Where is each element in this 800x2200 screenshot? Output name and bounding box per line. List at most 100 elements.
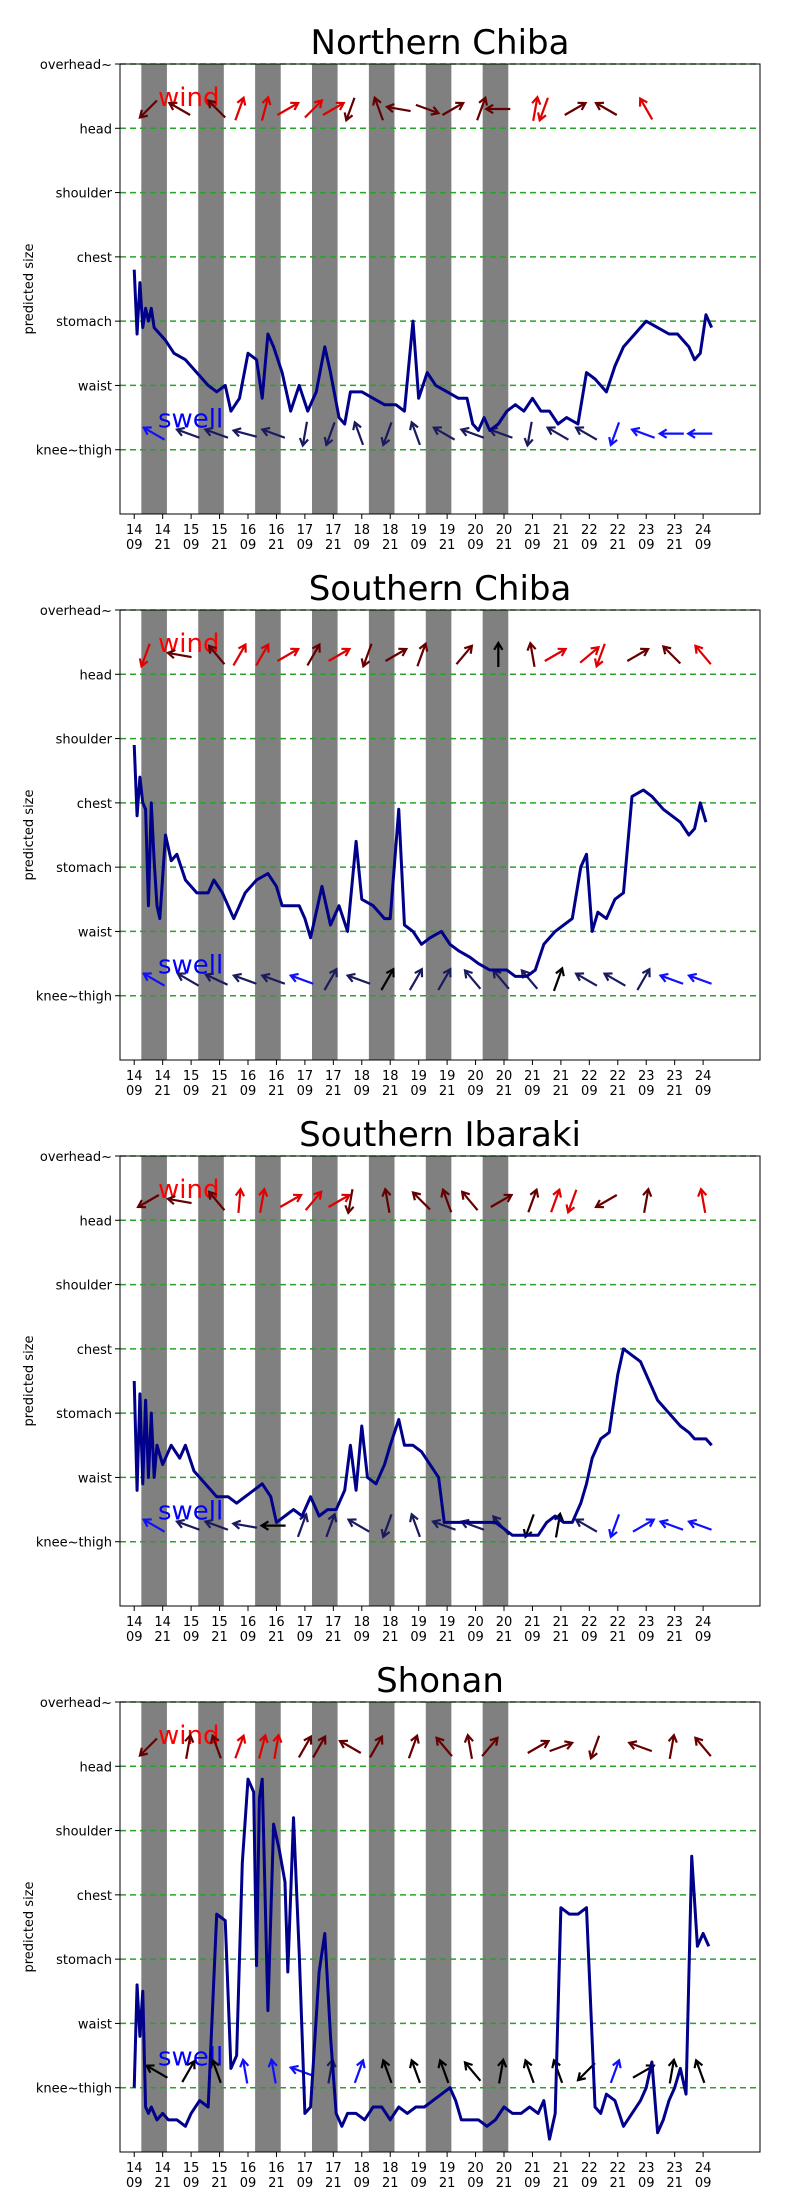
- x-tick-day: 20: [496, 523, 513, 538]
- x-tick-day: 18: [382, 1069, 399, 1084]
- x-tick-hour: 21: [610, 1084, 627, 1096]
- wind-arrow-shaft: [255, 644, 270, 666]
- x-tick-hour: 21: [666, 1630, 683, 1642]
- swell-arrow: [608, 421, 621, 447]
- swell-arrow: [346, 1518, 370, 1533]
- wind-arrow: [276, 647, 301, 662]
- swell-arrow-shaft: [323, 968, 338, 991]
- swell-arrow-head: [176, 972, 186, 982]
- night-band: [198, 610, 224, 1060]
- wind-arrow-head: [165, 648, 176, 660]
- chart-shonan: knee~thigh waist stomach chest shoulder head o…: [22, 1661, 761, 2188]
- x-tick-day: 19: [439, 2161, 456, 2176]
- wind-arrow: [490, 1193, 514, 1208]
- swell-arrow: [409, 2058, 421, 2084]
- night-band: [482, 64, 509, 514]
- wind-arrow-shaft: [207, 99, 226, 119]
- x-tick-day: 22: [581, 2161, 598, 2176]
- swell-arrow-shaft: [575, 426, 598, 441]
- swell-arrow-head: [463, 968, 473, 979]
- swell-arrow-head: [612, 2058, 622, 2069]
- swell-arrow-head: [175, 1518, 186, 1529]
- swell-legend-label: swell: [158, 951, 223, 981]
- y-axis-label: predicted size: [22, 243, 37, 334]
- x-tick-hour: 21: [154, 1630, 171, 1642]
- wind-arrow-head: [237, 642, 247, 653]
- swell-arrow: [608, 1513, 621, 1539]
- swell-arrow: [296, 1512, 309, 1538]
- x-tick-day: 23: [638, 523, 655, 538]
- wind-arrow: [550, 1187, 562, 1213]
- wind-arrow-head: [258, 1733, 269, 1744]
- swell-arrow-shaft: [636, 968, 651, 991]
- night-band: [482, 610, 509, 1060]
- wind-arrow: [440, 1187, 453, 1213]
- wind-arrow: [258, 1187, 269, 1214]
- wind-arrow-shaft: [567, 1189, 578, 1213]
- swell-arrow-shaft: [489, 428, 513, 439]
- wind-arrow: [667, 1733, 678, 1760]
- x-tick-day: 14: [154, 1069, 171, 1084]
- swell-arrow: [144, 2064, 168, 2079]
- swell-arrow-shaft: [241, 2059, 249, 2084]
- swell-arrow-shaft: [410, 1513, 421, 1538]
- wind-arrow: [642, 1187, 653, 1214]
- x-tick-hour: 21: [666, 1084, 683, 1096]
- wind-arrow-head: [335, 101, 346, 111]
- wind-arrow: [594, 1194, 618, 1209]
- x-tick-hour: 21: [496, 1084, 513, 1096]
- swell-arrow: [176, 972, 200, 987]
- swell-arrow-shaft: [521, 969, 539, 990]
- x-tick-day: 14: [126, 1615, 143, 1630]
- wind-arrow: [165, 648, 192, 660]
- y-tick-label: waist: [78, 2017, 112, 2032]
- x-tick-day: 20: [467, 1615, 484, 1630]
- swell-arrow-head: [356, 2058, 366, 2069]
- y-tick-label: knee~thigh: [36, 1536, 112, 1551]
- swell-arrow-shaft: [143, 426, 166, 441]
- wind-arrow: [234, 95, 247, 121]
- wind-arrow-shaft: [208, 1191, 226, 1211]
- swell-arrow: [141, 1518, 166, 1533]
- swell-arrow-shaft: [382, 421, 393, 446]
- wind-arrow-shaft: [490, 1194, 513, 1208]
- swell-arrow-head: [574, 972, 585, 982]
- night-band: [198, 64, 224, 514]
- swell-arrow: [231, 1519, 258, 1530]
- swell-arrow: [231, 427, 258, 438]
- swell-arrow-shaft: [233, 1522, 258, 1529]
- x-tick-day: 19: [439, 1615, 456, 1630]
- wind-arrow-head: [590, 645, 601, 656]
- swell-arrow: [141, 426, 166, 441]
- x-tick-day: 21: [524, 2161, 541, 2176]
- swell-arrow-shaft: [290, 974, 314, 985]
- x-tick-hour: 09: [581, 1630, 598, 1642]
- x-tick-day: 23: [666, 1615, 683, 1630]
- y-tick-label: overhead~: [40, 1696, 112, 1711]
- x-tick-day: 14: [126, 1069, 143, 1084]
- series-line-wave-size: [132, 269, 714, 432]
- x-tick-day: 19: [439, 523, 456, 538]
- swell-arrow-shaft: [325, 421, 336, 446]
- wind-arrow-head: [303, 1734, 313, 1745]
- y-tick-label: waist: [78, 379, 112, 394]
- x-tick-hour: 21: [154, 2176, 171, 2188]
- series-line-wave-size: [132, 1347, 713, 1537]
- night-band: [141, 1156, 167, 1606]
- swell-arrow: [323, 421, 336, 447]
- swell-arrow-shaft: [492, 969, 510, 990]
- night-band: [368, 610, 395, 1060]
- wind-arrow: [564, 101, 588, 116]
- x-tick-day: 14: [126, 523, 143, 538]
- swell-arrow-shaft: [211, 2059, 222, 2084]
- x-tick-hour: 09: [638, 2176, 655, 2188]
- wind-arrow: [344, 1188, 355, 1215]
- wind-arrow: [304, 99, 324, 119]
- y-tick-label: chest: [77, 797, 112, 812]
- x-tick-day: 20: [496, 1069, 513, 1084]
- x-tick-day: 16: [240, 1615, 257, 1630]
- swell-arrow: [657, 428, 684, 439]
- wind-arrow: [661, 645, 682, 665]
- x-tick-hour: 09: [354, 538, 371, 550]
- x-tick-hour: 21: [553, 1630, 570, 1642]
